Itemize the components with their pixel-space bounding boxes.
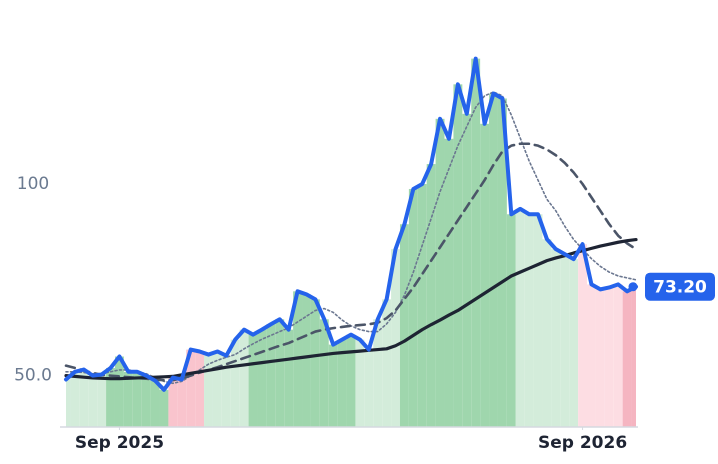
regime-fill <box>70 371 80 427</box>
regime-fill <box>435 118 445 427</box>
regime-fill <box>159 389 169 427</box>
regime-fill <box>257 329 267 427</box>
regime-fill <box>391 249 400 427</box>
regime-fill <box>373 319 383 427</box>
regime-fill <box>284 329 294 427</box>
regime-fill <box>542 239 552 427</box>
regime-fill <box>364 349 374 427</box>
regime-fill <box>462 113 472 427</box>
regime-fill <box>88 375 98 427</box>
regime-fill <box>551 249 561 427</box>
series-line <box>64 237 638 381</box>
regime-fill <box>622 291 632 427</box>
regime-fill <box>186 349 196 427</box>
regime-fill <box>302 294 311 427</box>
regime-fill <box>560 254 570 427</box>
regime-fill <box>221 355 231 427</box>
regime-fill <box>141 375 151 427</box>
regime-fill <box>328 344 338 427</box>
x-tick-label: Sep 2026 <box>538 433 627 453</box>
regime-fill <box>587 284 596 427</box>
regime-fill <box>150 380 160 427</box>
regime-fill <box>66 379 71 427</box>
regime-fill <box>319 319 329 427</box>
series-line <box>64 142 638 382</box>
regime-fill <box>533 214 543 427</box>
regime-fill <box>168 377 178 427</box>
y-tick-label: 50.0 <box>14 366 52 386</box>
regime-fill <box>382 299 392 427</box>
last-value-label: 73.20 <box>653 278 707 298</box>
regime-fill <box>355 339 365 427</box>
regime-fill <box>515 208 525 427</box>
last-value-badge <box>645 272 715 301</box>
last-point <box>628 282 638 292</box>
y-tick-label: 100 <box>17 174 49 194</box>
regime-fill <box>506 214 516 427</box>
regime-fill <box>613 284 623 427</box>
regime-fill <box>266 324 276 427</box>
regime-fill <box>275 319 285 427</box>
regime-fill <box>426 164 436 427</box>
regime-fill <box>97 374 107 427</box>
series-line <box>64 56 638 392</box>
regime-fill <box>399 224 409 427</box>
regime-fill <box>212 351 222 427</box>
regime-fill <box>230 339 240 427</box>
regime-fill <box>79 369 89 427</box>
regime-fill <box>471 58 481 428</box>
regime-fill <box>106 367 115 427</box>
regime-fill <box>480 123 490 427</box>
regime-fill <box>595 289 605 427</box>
regime-fill <box>248 334 258 427</box>
regime-fill <box>195 351 205 427</box>
regime-fill <box>123 371 133 427</box>
regime-fill <box>444 138 454 427</box>
x-tick-label: Sep 2025 <box>75 433 164 453</box>
regime-fill <box>239 329 249 427</box>
regime-fill <box>346 334 356 427</box>
regime-fill <box>114 356 124 427</box>
regime-fill <box>569 259 579 427</box>
regime-fill <box>578 244 588 427</box>
regime-fill <box>524 214 534 427</box>
regime-fill <box>310 299 320 427</box>
regime-fill <box>204 354 213 427</box>
regime-fill <box>604 287 614 427</box>
regime-fill <box>417 183 427 427</box>
regime-fill <box>408 188 418 427</box>
regime-fill <box>489 93 498 427</box>
regime-fill <box>631 286 636 427</box>
regime-fill <box>453 84 463 427</box>
regime-fill <box>337 339 347 427</box>
regime-fill <box>177 379 187 427</box>
regime-fill <box>132 371 142 427</box>
regime-fill <box>497 98 507 428</box>
